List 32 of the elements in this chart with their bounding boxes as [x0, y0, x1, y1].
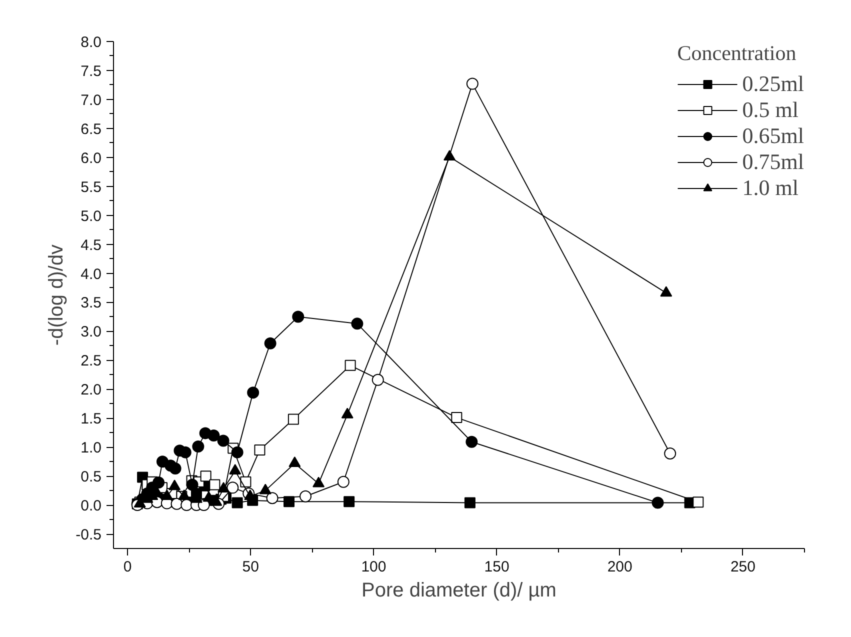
y-tick-label: 2.5 — [80, 352, 102, 370]
y-tick-label: 1.5 — [80, 410, 102, 428]
y-tick-label: 7.0 — [80, 92, 102, 109]
y-tick-label: -0.5 — [76, 526, 102, 544]
y-tick-label: 8.0 — [80, 34, 102, 51]
legend-title: Concentration — [677, 41, 798, 66]
y-tick-label: 7.5 — [80, 62, 102, 80]
legend-label: 0.65ml — [742, 123, 804, 149]
y-tick-label: 3.0 — [80, 324, 102, 341]
y-tick-label: 4.5 — [80, 236, 102, 254]
legend-label: 1.0 ml — [742, 175, 798, 201]
y-tick-label: 5.0 — [80, 208, 102, 225]
y-tick-label: 6.5 — [80, 120, 102, 138]
legend-label: 0.5 ml — [742, 97, 798, 123]
legend-label: 0.25ml — [742, 71, 804, 97]
x-tick-label: 100 — [361, 558, 386, 576]
y-tick-label: 6.0 — [80, 150, 102, 167]
y-tick-label: 2.0 — [80, 382, 102, 399]
y-tick-label: 1.0 — [80, 440, 102, 457]
y-tick-label: 3.5 — [80, 294, 102, 312]
y-tick-label: 4.0 — [80, 266, 102, 283]
y-axis-title: -d(log d)/dv — [46, 244, 68, 346]
y-tick-label: 0.0 — [80, 498, 102, 515]
x-tick-label: 50 — [242, 558, 259, 576]
y-tick-label: 5.5 — [80, 178, 102, 196]
legend-label: 0.75ml — [742, 149, 804, 175]
x-tick-label: 250 — [730, 558, 756, 576]
y-tick-label: 0.5 — [80, 468, 102, 486]
x-tick-label: 200 — [607, 558, 632, 576]
x-tick-label: 150 — [484, 558, 510, 576]
x-tick-label: 0 — [123, 558, 132, 576]
x-axis-title: Pore diameter (d)/ µm — [362, 580, 556, 602]
